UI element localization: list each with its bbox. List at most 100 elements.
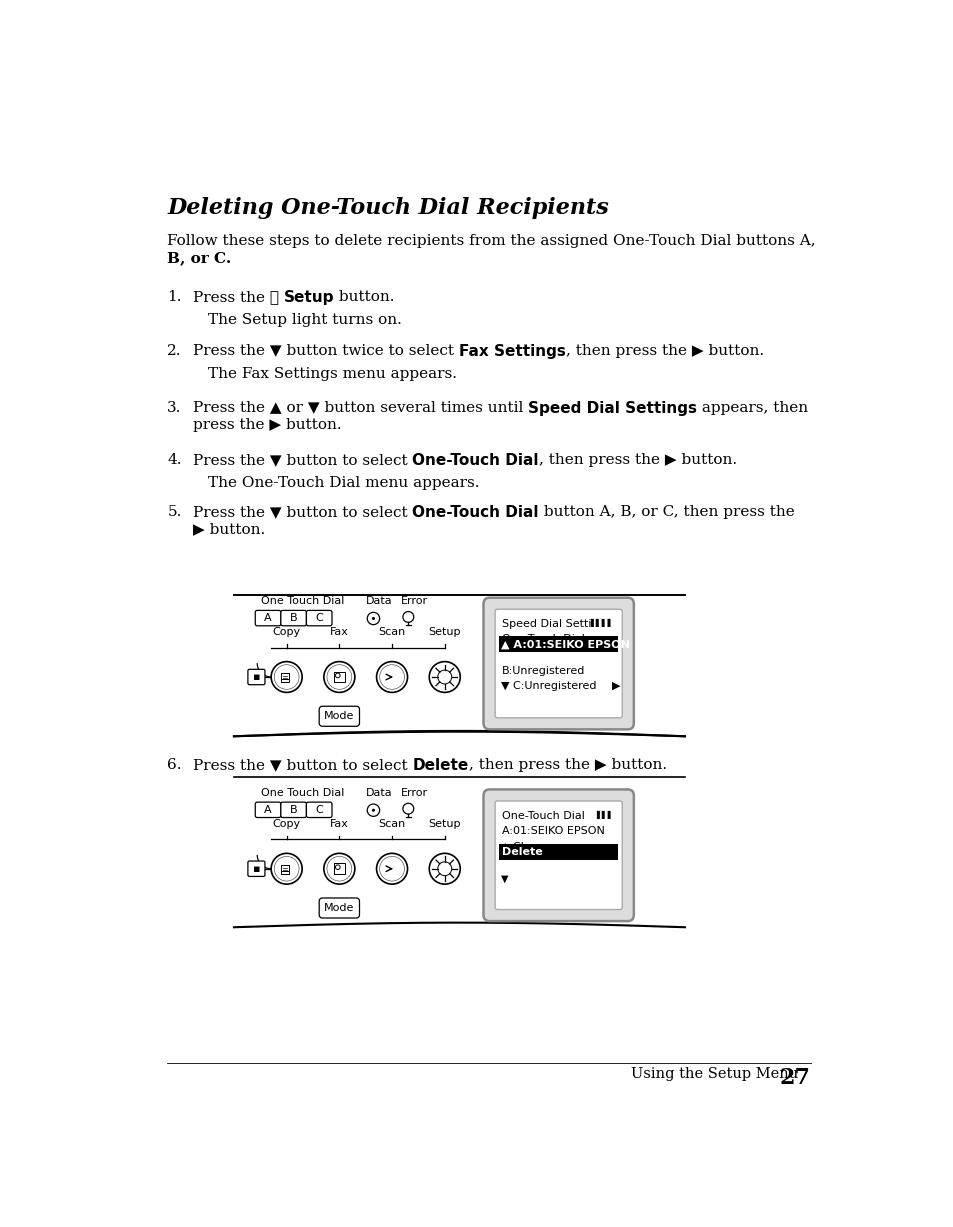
FancyBboxPatch shape (255, 610, 280, 626)
Text: ▌▌▌▌: ▌▌▌▌ (590, 618, 613, 627)
Text: 2.: 2. (167, 344, 182, 357)
Text: 6.: 6. (167, 758, 182, 772)
Text: ▪: ▪ (253, 864, 260, 874)
Text: One-Touch Dial: One-Touch Dial (412, 506, 538, 520)
Text: B:Unregistered: B:Unregistered (501, 666, 585, 676)
Text: Using the Setup Menu: Using the Setup Menu (630, 1066, 797, 1081)
Text: 3.: 3. (167, 400, 181, 415)
Text: button.: button. (334, 290, 395, 304)
Circle shape (372, 617, 375, 620)
Circle shape (271, 661, 302, 692)
Circle shape (376, 853, 407, 885)
Text: Setup: Setup (283, 290, 334, 304)
Text: Copy: Copy (273, 818, 300, 828)
Text: ▼: ▼ (500, 874, 508, 885)
Circle shape (372, 809, 375, 812)
Text: A: A (264, 614, 272, 623)
Text: 1.: 1. (167, 290, 182, 304)
Text: , then press the ▶ button.: , then press the ▶ button. (538, 453, 737, 467)
Text: , then press the ▶ button.: , then press the ▶ button. (565, 344, 763, 357)
Text: Delete: Delete (501, 847, 542, 858)
Text: One-Touch Dial: One-Touch Dial (412, 453, 538, 467)
Text: Follow these steps to delete recipients from the assigned One-Touch Dial buttons: Follow these steps to delete recipients … (167, 234, 815, 248)
Text: Setup: Setup (428, 818, 460, 828)
FancyBboxPatch shape (319, 707, 359, 726)
Text: The One-Touch Dial menu appears.: The One-Touch Dial menu appears. (208, 476, 479, 490)
Text: ▌▌▌: ▌▌▌ (596, 810, 613, 820)
Circle shape (323, 853, 355, 885)
FancyBboxPatch shape (281, 676, 289, 682)
Text: Deleting One-Touch Dial Recipients: Deleting One-Touch Dial Recipients (167, 198, 608, 220)
Text: ▲ A:01:SEIKO EPSON: ▲ A:01:SEIKO EPSON (500, 639, 629, 649)
FancyBboxPatch shape (255, 802, 280, 817)
Text: B: B (290, 614, 297, 623)
Text: button A, B, or C, then press the: button A, B, or C, then press the (538, 506, 794, 519)
Text: Press the ▲ or ▼ button several times until: Press the ▲ or ▼ button several times un… (193, 400, 528, 415)
Text: C: C (315, 805, 323, 815)
Text: Fax: Fax (330, 818, 349, 828)
FancyBboxPatch shape (280, 802, 306, 817)
FancyBboxPatch shape (483, 789, 633, 921)
Text: A:01:SEIKO EPSON: A:01:SEIKO EPSON (501, 826, 604, 836)
FancyBboxPatch shape (306, 610, 332, 626)
Text: Error: Error (401, 596, 428, 606)
Text: Delete: Delete (412, 758, 468, 773)
Text: Press the ▼ button twice to select: Press the ▼ button twice to select (193, 344, 458, 357)
Circle shape (376, 661, 407, 692)
Circle shape (271, 853, 302, 885)
Circle shape (429, 661, 459, 692)
Text: The Fax Settings menu appears.: The Fax Settings menu appears. (208, 367, 456, 380)
Text: appears, then: appears, then (697, 400, 807, 415)
Text: B, or C.: B, or C. (167, 252, 232, 265)
FancyBboxPatch shape (495, 801, 621, 909)
Text: 5.: 5. (167, 506, 181, 519)
Text: Speed Dial Settings: Speed Dial Settings (528, 400, 697, 416)
Circle shape (429, 853, 459, 885)
Text: ▶ button.: ▶ button. (193, 523, 265, 536)
Text: press the ▶ button.: press the ▶ button. (193, 417, 341, 432)
Text: ▲ Change: ▲ Change (500, 842, 555, 852)
Text: Data: Data (365, 788, 392, 798)
Text: Press the ▼ button to select: Press the ▼ button to select (193, 506, 412, 519)
Text: Data: Data (365, 596, 392, 606)
FancyBboxPatch shape (319, 898, 359, 918)
Text: , then press the ▶ button.: , then press the ▶ button. (468, 758, 666, 772)
Text: Speed Dial Setti..: Speed Dial Setti.. (501, 620, 598, 629)
Text: Fax: Fax (330, 627, 349, 637)
Text: Press the ▼ button to select: Press the ▼ button to select (193, 453, 412, 467)
Text: Scan: Scan (378, 818, 405, 828)
FancyBboxPatch shape (498, 844, 618, 860)
Text: The Setup light turns on.: The Setup light turns on. (208, 313, 402, 326)
Text: 27: 27 (779, 1066, 810, 1088)
Text: One-Touch Dial: One-Touch Dial (501, 634, 584, 644)
Text: ▪: ▪ (253, 672, 260, 682)
FancyBboxPatch shape (281, 865, 289, 871)
Text: C: C (315, 614, 323, 623)
FancyBboxPatch shape (483, 598, 633, 729)
Text: Error: Error (401, 788, 428, 798)
FancyBboxPatch shape (281, 674, 289, 680)
Text: Mode: Mode (324, 712, 355, 721)
Text: Mode: Mode (324, 903, 355, 913)
Text: One Touch Dial: One Touch Dial (261, 596, 344, 606)
Text: Scan: Scan (378, 627, 405, 637)
FancyBboxPatch shape (280, 610, 306, 626)
Text: ▶: ▶ (612, 681, 620, 691)
Text: Fax Settings: Fax Settings (458, 344, 565, 358)
Text: Copy: Copy (273, 627, 300, 637)
Text: Press the ⓑ: Press the ⓑ (193, 290, 283, 304)
Text: 4.: 4. (167, 453, 182, 467)
FancyBboxPatch shape (495, 610, 621, 718)
Text: Press the ▼ button to select: Press the ▼ button to select (193, 758, 412, 772)
FancyBboxPatch shape (498, 636, 618, 653)
FancyBboxPatch shape (248, 861, 265, 876)
Text: B: B (290, 805, 297, 815)
Text: Setup: Setup (428, 627, 460, 637)
Text: ▼ C:Unregistered: ▼ C:Unregistered (500, 681, 596, 691)
Circle shape (323, 661, 355, 692)
Text: One Touch Dial: One Touch Dial (261, 788, 344, 798)
Text: One-Touch Dial: One-Touch Dial (501, 811, 584, 821)
FancyBboxPatch shape (248, 669, 265, 685)
FancyBboxPatch shape (306, 802, 332, 817)
FancyBboxPatch shape (281, 867, 289, 874)
